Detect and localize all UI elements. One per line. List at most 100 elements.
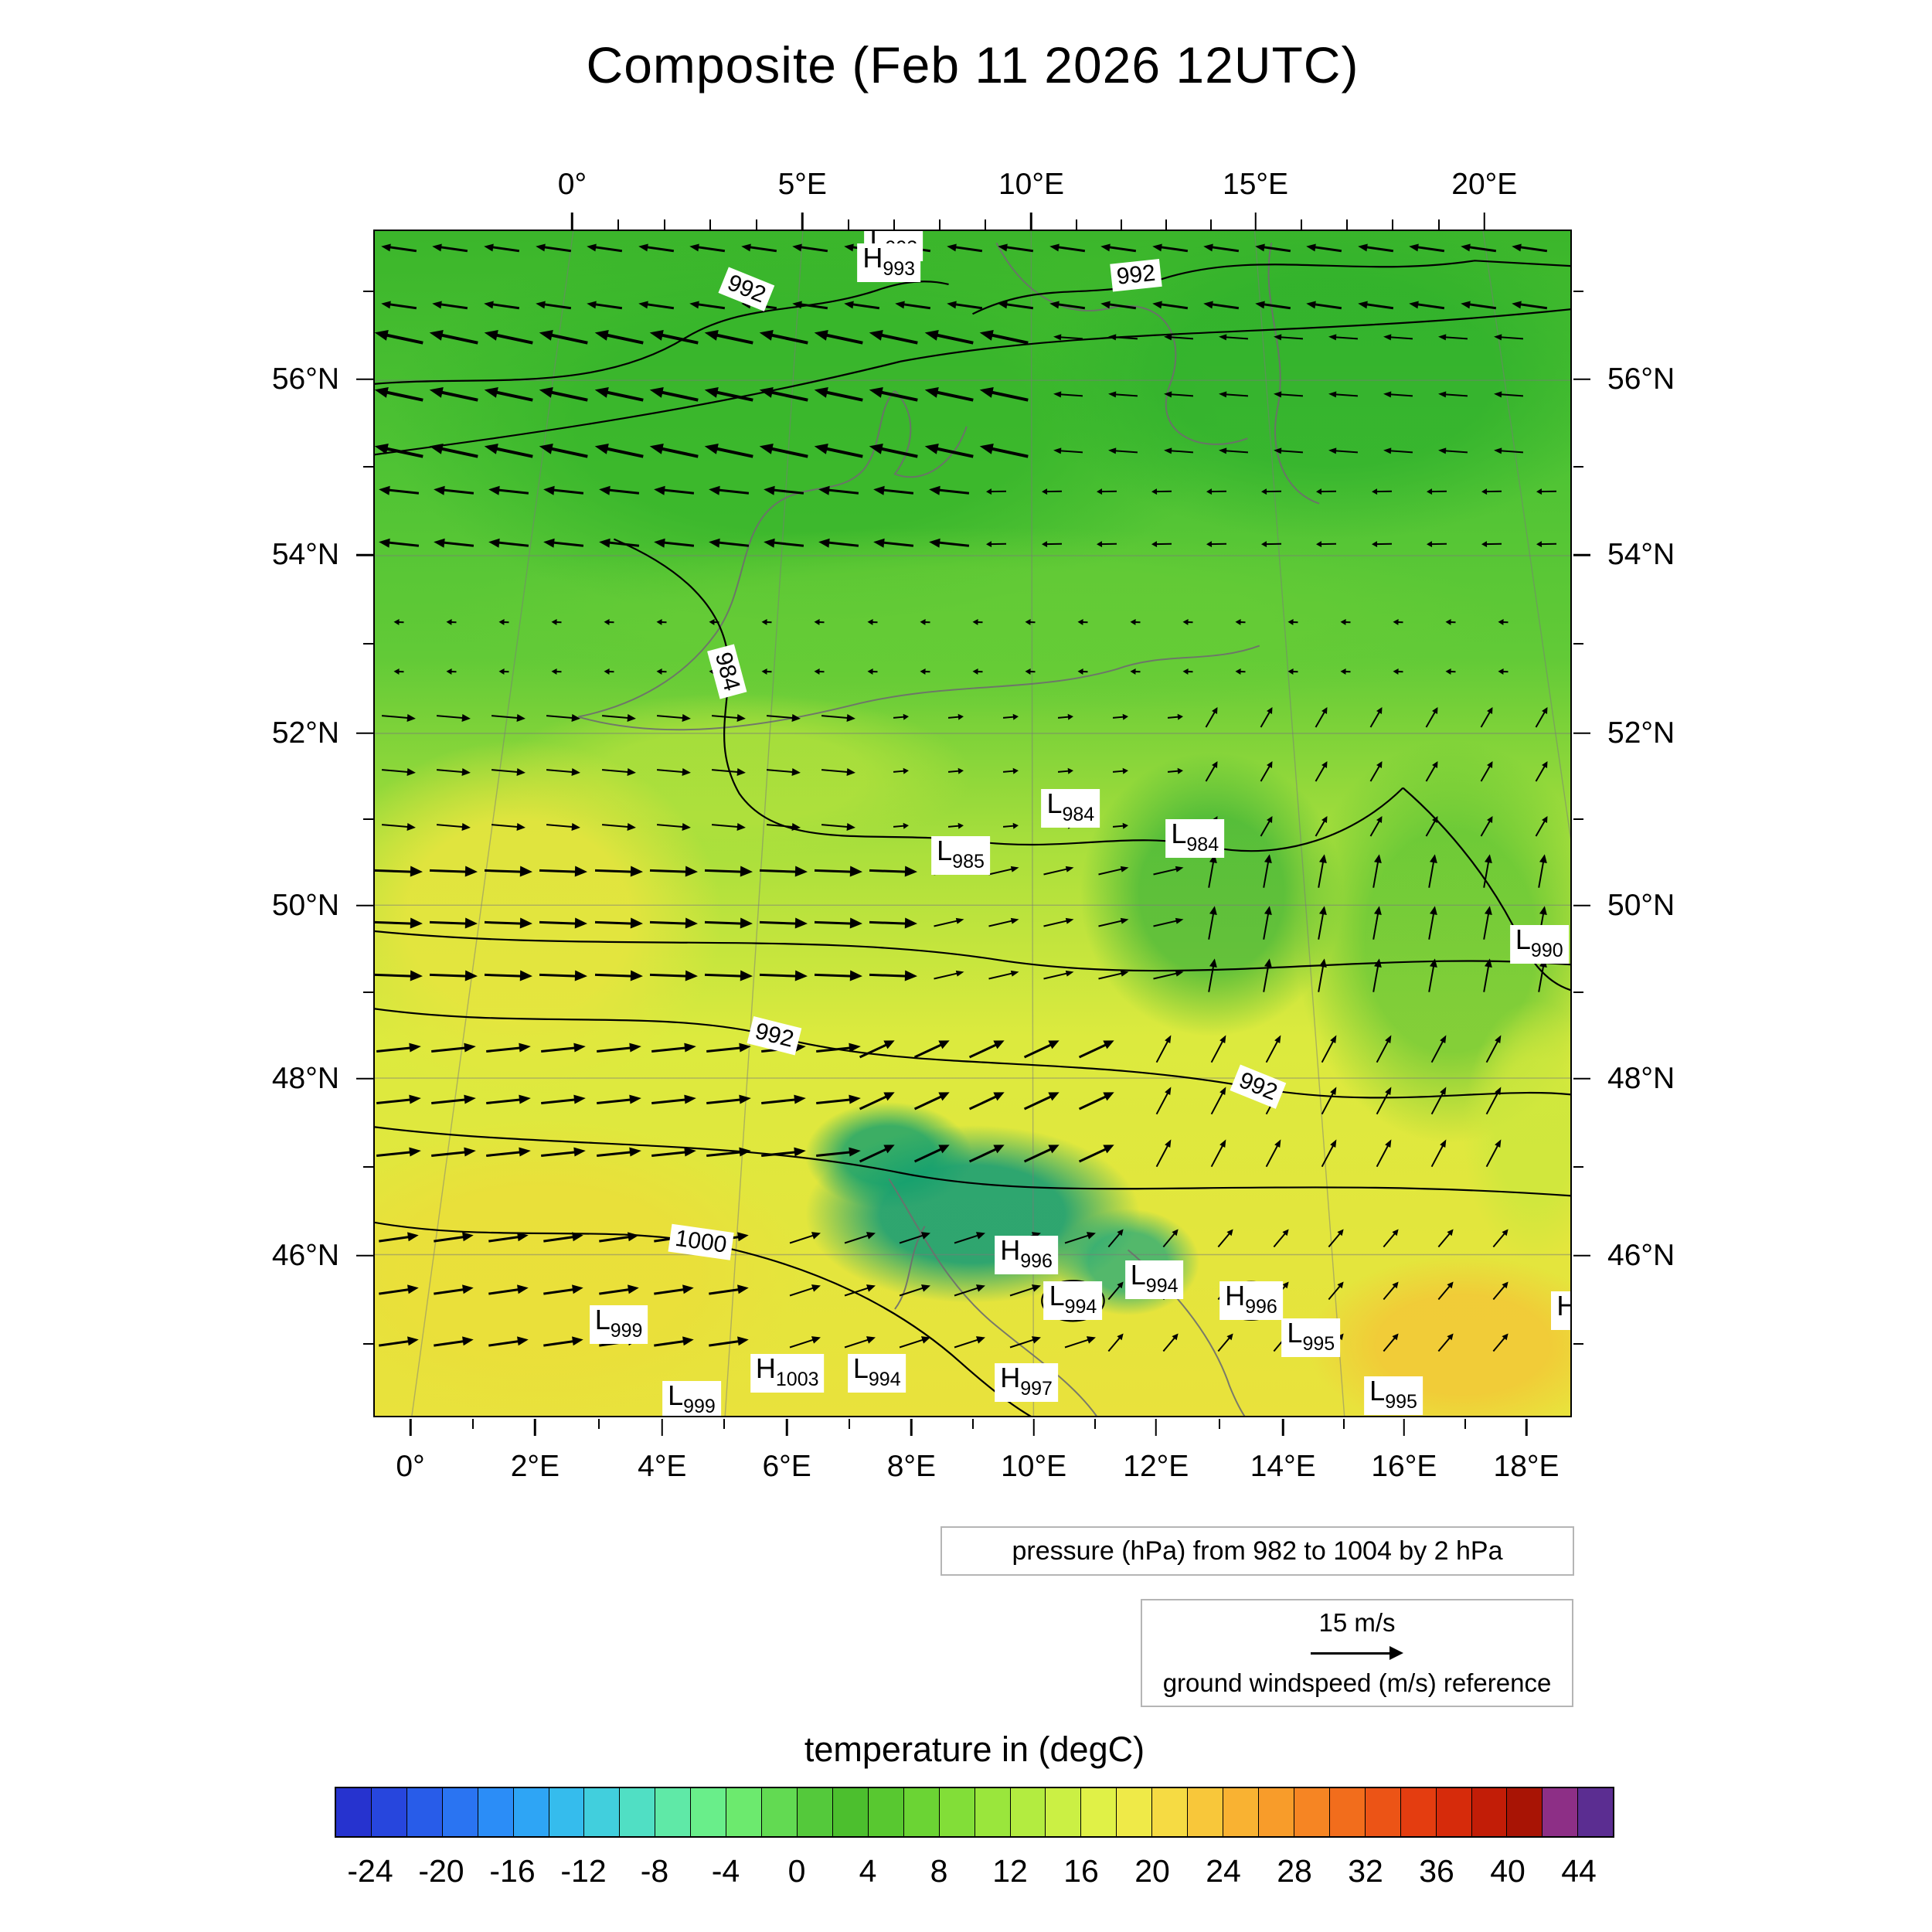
axis-minor-tick: [1165, 219, 1167, 230]
colorbar-tick-label: -24: [347, 1853, 393, 1889]
axis-minor-tick: [1573, 1166, 1583, 1168]
pressure-center-letter: L: [668, 1379, 684, 1412]
colorbar-segment: [691, 1788, 727, 1836]
axis-tick-label: 18°E: [1493, 1450, 1560, 1483]
axis-minor-tick: [363, 643, 373, 645]
axis-tick-label: 50°N: [271, 888, 339, 922]
axis-tick-label: 46°N: [271, 1238, 339, 1272]
axis-minor-tick: [1464, 1419, 1466, 1429]
pressure-center-letter: L: [1130, 1258, 1146, 1291]
axis-minor-tick: [1219, 1419, 1220, 1429]
axis-tick: [1032, 1419, 1035, 1436]
axis-tick: [356, 378, 373, 380]
pressure-center-label: L995: [1281, 1318, 1341, 1357]
contour-label: 992: [718, 267, 775, 311]
graticule-line: [725, 231, 803, 1416]
pressure-center-letter: L: [937, 834, 953, 866]
axis-minor-tick: [363, 466, 373, 468]
axis-minor-tick: [847, 219, 849, 230]
pressure-center-letter: H: [862, 242, 883, 274]
wind-legend-caption: ground windspeed (m/s) reference: [1162, 1668, 1552, 1697]
axis-tick-label: 10°E: [1001, 1450, 1067, 1483]
axis-bottom: 0° 2°E 4°E 6°E 8°E 10°E 12°E 14°E 16°E 18°E: [373, 1419, 1572, 1504]
arrow-head: [1389, 1646, 1403, 1660]
axis-tick: [1403, 1419, 1406, 1436]
axis-tick: [409, 1419, 412, 1436]
colorbar-tick-label: 32: [1348, 1853, 1383, 1889]
axis-minor-tick: [663, 219, 665, 230]
axis-minor-tick: [1342, 1419, 1345, 1429]
wind-reference-arrow: [1311, 1646, 1403, 1660]
pressure-center-label: L994: [1124, 1258, 1184, 1299]
temperature-region: [1462, 1001, 1570, 1262]
colorbar-segment: [442, 1788, 478, 1836]
colorbar-segment: [1223, 1788, 1259, 1836]
axis-minor-tick: [971, 1419, 974, 1429]
pressure-center-label: H993: [857, 242, 921, 283]
contour-label: 984: [707, 644, 747, 699]
colorbar-segment: [549, 1788, 585, 1836]
contour-label: 1000: [668, 1223, 734, 1260]
axis-tick-label: 48°N: [271, 1061, 339, 1095]
pressure-center-label: L984: [1165, 819, 1225, 859]
temperature-region: [375, 1119, 805, 1416]
colorbar-segment: [1543, 1788, 1579, 1836]
axis-top: 0° 5°E 10°E 15°E 20°E: [373, 155, 1572, 230]
axis-minor-tick: [723, 1419, 726, 1429]
colorbar-tick-label: -12: [560, 1853, 607, 1889]
colorbar-segment: [1507, 1788, 1543, 1836]
axis-tick-label: 20°E: [1451, 168, 1518, 201]
axis-tick-label: 15°E: [1223, 168, 1289, 201]
axis-tick: [801, 213, 804, 230]
axis-tick: [1573, 732, 1590, 734]
axis-tick: [1573, 378, 1590, 380]
colorbar-tick-label: 24: [1206, 1853, 1241, 1889]
axis-tick: [1030, 213, 1032, 230]
axis-minor-tick: [893, 219, 895, 230]
colorbar-tick-label: 40: [1490, 1853, 1526, 1889]
axis-tick-label: 14°E: [1250, 1450, 1316, 1483]
axis-tick: [571, 213, 573, 230]
colorbar-tick-label: 12: [992, 1853, 1028, 1889]
pressure-center-label: H997: [995, 1362, 1058, 1403]
axis-tick-label: 56°N: [271, 362, 339, 396]
pressure-center-value: 996: [1245, 1296, 1277, 1318]
pressure-center-label: L994: [847, 1352, 906, 1393]
pressure-center-value: 1003: [775, 1368, 819, 1390]
temperature-region: [1307, 1256, 1570, 1416]
graticule-lines: [375, 231, 1570, 1416]
pressure-center-value: 999: [683, 1396, 716, 1416]
colorbar-segment: [1152, 1788, 1189, 1836]
wind-legend-box: 15 m/s ground windspeed (m/s) reference: [1141, 1599, 1573, 1707]
colorbar-segment: [832, 1788, 869, 1836]
graticule-line: [1483, 231, 1570, 1416]
axis-tick: [356, 553, 373, 556]
pressure-center-value: 984: [1186, 834, 1219, 856]
colorbar-segment: [1400, 1788, 1437, 1836]
colorbar-segment: [1294, 1788, 1330, 1836]
axis-minor-tick: [1392, 219, 1394, 230]
pressure-center-label: L984: [1041, 788, 1100, 828]
colorbar-tick-label: -20: [418, 1853, 464, 1889]
colorbar-tick-label: -16: [489, 1853, 536, 1889]
pressure-center-letter: H: [1225, 1280, 1246, 1312]
pressure-center-label: L985: [931, 834, 990, 875]
pressure-center-letter: H: [1000, 1362, 1021, 1394]
pressure-center-label: L999: [662, 1381, 721, 1416]
colorbar-segment: [1010, 1788, 1046, 1836]
colorbar-segment: [371, 1788, 407, 1836]
pressure-center-letter: L: [594, 1303, 611, 1335]
axis-tick: [661, 1419, 664, 1436]
axis-tick-label: 16°E: [1371, 1450, 1437, 1483]
axis-tick-label: 54°N: [271, 538, 339, 572]
colorbar-segment: [1117, 1788, 1153, 1836]
pressure-caption-box: pressure (hPa) from 982 to 1004 by 2 hPa: [940, 1526, 1574, 1576]
colorbar-segment: [1046, 1788, 1082, 1836]
axis-tick-label: 10°E: [998, 168, 1064, 201]
axis-minor-tick: [1094, 1419, 1096, 1429]
pressure-center-letter: L: [852, 1352, 869, 1384]
pressure-center-label: L995: [1364, 1376, 1423, 1415]
colorbar-segment: [939, 1788, 975, 1836]
contour-label: 992: [1110, 258, 1163, 291]
